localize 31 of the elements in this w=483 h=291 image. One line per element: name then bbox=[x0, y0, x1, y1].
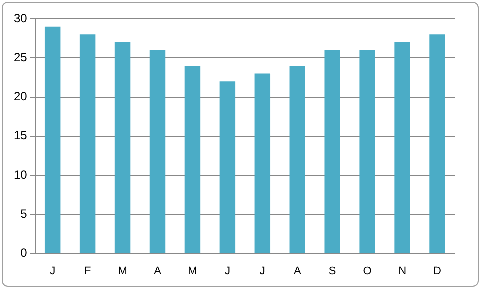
x-tick-label: A bbox=[154, 265, 162, 278]
bar bbox=[220, 82, 236, 254]
bar bbox=[290, 66, 306, 254]
bar bbox=[114, 42, 131, 254]
x-tick-label: D bbox=[434, 265, 442, 278]
y-tick-label: 20 bbox=[14, 90, 28, 104]
bar bbox=[254, 74, 271, 254]
bar bbox=[360, 50, 376, 254]
x-tick-label: A bbox=[294, 265, 302, 278]
x-tick-label: J bbox=[260, 265, 266, 278]
y-tick-label: 0 bbox=[20, 246, 28, 260]
bar bbox=[324, 50, 340, 254]
y-tick-label: 25 bbox=[14, 50, 28, 64]
x-tick-label: M bbox=[188, 265, 198, 278]
x-tick-label: M bbox=[118, 265, 128, 278]
x-tick-label: S bbox=[328, 265, 336, 278]
bar bbox=[394, 42, 410, 254]
x-tick-label: N bbox=[398, 265, 407, 278]
x-tick-label: O bbox=[363, 265, 372, 278]
x-tick-label: F bbox=[84, 265, 92, 278]
x-tick-label: J bbox=[50, 265, 56, 278]
bar bbox=[150, 50, 166, 254]
y-tick-label: 10 bbox=[14, 168, 28, 182]
bar bbox=[430, 34, 446, 254]
y-tick-label: 15 bbox=[14, 128, 28, 143]
bar bbox=[184, 66, 201, 254]
y-tick-label: 30 bbox=[14, 11, 28, 26]
bar bbox=[80, 34, 96, 254]
x-tick-label: J bbox=[224, 265, 230, 278]
bar bbox=[44, 26, 61, 254]
y-tick-label: 5 bbox=[20, 206, 28, 221]
